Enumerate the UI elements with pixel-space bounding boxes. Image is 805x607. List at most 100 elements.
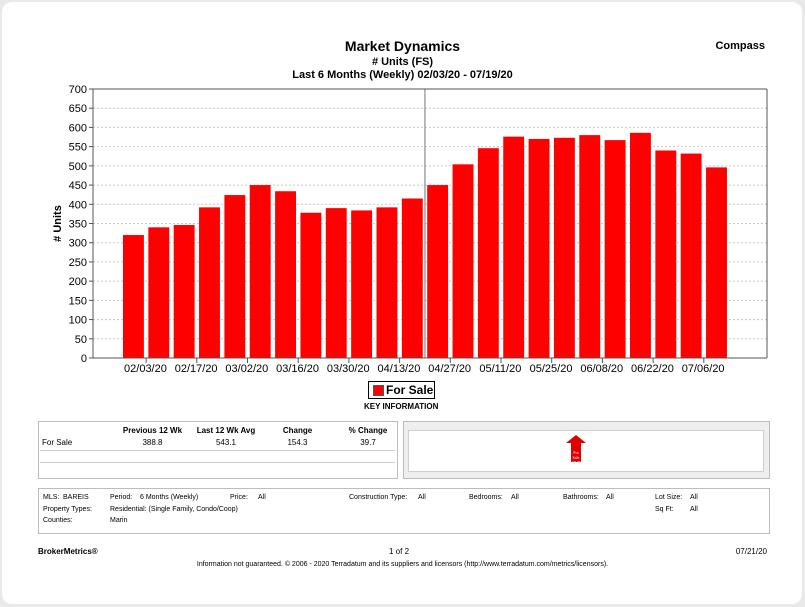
y-tick-label: 650: [69, 103, 87, 115]
indicator-frame: [408, 430, 764, 472]
filter-label: Construction Type:: [349, 494, 408, 501]
bar: [173, 225, 195, 358]
bar: [351, 210, 373, 358]
filter-value: All: [511, 494, 519, 501]
bar: [427, 185, 449, 358]
y-axis-label: # Units: [52, 205, 64, 242]
legend-item-for-sale: For Sale: [368, 381, 435, 399]
filter-label: Counties:: [43, 517, 73, 524]
y-tick-label: 500: [69, 161, 87, 173]
x-tick-label: 06/08/20: [580, 363, 623, 375]
bar: [477, 148, 499, 358]
y-tick-label: 700: [69, 84, 87, 96]
indicator-line: Sale: [572, 455, 580, 460]
bar-chart: 0 50 100 150 200 250 300 350 400 450 500 550 600 650 7…: [52, 84, 768, 375]
stats-header: % Change: [348, 425, 388, 435]
filter-label: Bathrooms:: [563, 494, 599, 501]
bar: [452, 164, 474, 358]
indicator-line: For: [573, 450, 579, 455]
bar: [503, 136, 525, 358]
y-tick-label: 550: [69, 142, 87, 154]
filter-value: All: [606, 494, 614, 501]
bar: [325, 208, 347, 358]
chart-subtitle-units: # Units (FS): [371, 56, 434, 68]
bar: [604, 140, 626, 358]
filter-label: Sq Ft:: [655, 506, 674, 513]
y-tick-label: 600: [69, 122, 87, 134]
bar: [275, 191, 296, 358]
y-tick-label: 100: [69, 315, 87, 327]
filter-value: All: [418, 494, 426, 501]
bar: [706, 167, 727, 358]
stats-table: Previous 12 Wk Last 12 Wk Avg Change % C…: [38, 424, 403, 448]
y-tick-label: 150: [69, 295, 87, 307]
filter-label: Bedrooms:: [469, 494, 503, 501]
stats-header: [38, 424, 115, 436]
y-tick-label: 350: [69, 219, 87, 231]
x-tick-label: 04/27/20: [428, 363, 471, 375]
filter-label: MLS:: [43, 494, 60, 501]
bar: [630, 132, 651, 358]
stats-cell: 39.7: [360, 437, 376, 447]
filter-label: Price:: [230, 494, 248, 501]
bar: [579, 135, 601, 358]
table-row: For Sale 388.8 543.1 154.3 39.7: [38, 436, 403, 448]
x-tick-label: 07/06/20: [682, 363, 725, 375]
x-tick-label: 03/02/20: [225, 363, 268, 375]
x-tick-label: 02/03/20: [124, 363, 167, 375]
table-divider: [40, 462, 395, 463]
bar: [199, 207, 220, 358]
footer-date: 07/21/20: [735, 547, 767, 556]
stats-header: Last 12 Wk Avg: [196, 425, 256, 435]
bar: [224, 195, 246, 358]
indicator-text: For Sale +39.7%: [566, 450, 586, 465]
page-number: 1 of 2: [389, 547, 410, 556]
footer-brand: BrokerMetrics®: [38, 547, 98, 556]
key-information-heading: KEY INFORMATION: [364, 402, 439, 411]
bar: [553, 137, 575, 358]
brand-name: Compass: [715, 40, 765, 52]
filter-panel: [38, 488, 770, 534]
stats-cell: 543.1: [215, 437, 237, 447]
filter-value: Residential: (Single Family, Condo/Coop): [110, 506, 238, 513]
filter-label: Period:: [110, 494, 133, 501]
bar: [528, 138, 550, 358]
indicator-panel: [403, 421, 770, 479]
filter-value: All: [690, 506, 698, 513]
legend-swatch: [373, 385, 384, 396]
filter-value: BAREIS: [63, 494, 89, 501]
stats-cell: 154.3: [287, 437, 308, 447]
y-tick-label: 200: [69, 276, 87, 288]
bar: [655, 150, 677, 358]
filter-value: All: [258, 494, 266, 501]
chart-subtitle-period: Last 6 Months (Weekly) 02/03/20 - 07/19/…: [292, 69, 513, 81]
footer-disclaimer: Information not guaranteed. © 2006 - 202…: [196, 561, 609, 568]
y-tick-label: 250: [69, 257, 87, 269]
y-tick-label: 0: [81, 353, 87, 365]
y-tick-label: 450: [69, 180, 87, 192]
filter-value: All: [690, 494, 698, 501]
chart-title: Market Dynamics: [344, 38, 461, 54]
x-tick-label: 05/11/20: [479, 363, 521, 375]
bar: [148, 227, 170, 358]
bar: [249, 185, 271, 358]
filter-label: Property Types:: [43, 506, 92, 513]
bar: [401, 198, 423, 358]
x-tick-label: 03/30/20: [327, 363, 370, 375]
stats-header: Change: [282, 425, 313, 435]
x-tick-label: 06/22/20: [631, 363, 674, 375]
stats-header: Previous 12 Wk: [122, 425, 183, 435]
bar: [123, 235, 144, 358]
filter-label: Lot Size:: [655, 494, 683, 501]
y-tick-label: 400: [69, 199, 87, 211]
bar: [300, 212, 322, 358]
stats-header-row: Previous 12 Wk Last 12 Wk Avg Change % C…: [38, 424, 403, 436]
table-divider: [40, 450, 395, 451]
x-tick-label: 02/17/20: [175, 363, 218, 375]
filter-value: 6 Months (Weekly): [140, 494, 199, 501]
x-tick-label: 03/16/20: [276, 363, 319, 375]
legend-label: For Sale: [386, 383, 434, 397]
bar: [680, 153, 702, 358]
stats-cell: For Sale: [42, 437, 73, 447]
up-arrow-icon: [566, 435, 586, 462]
